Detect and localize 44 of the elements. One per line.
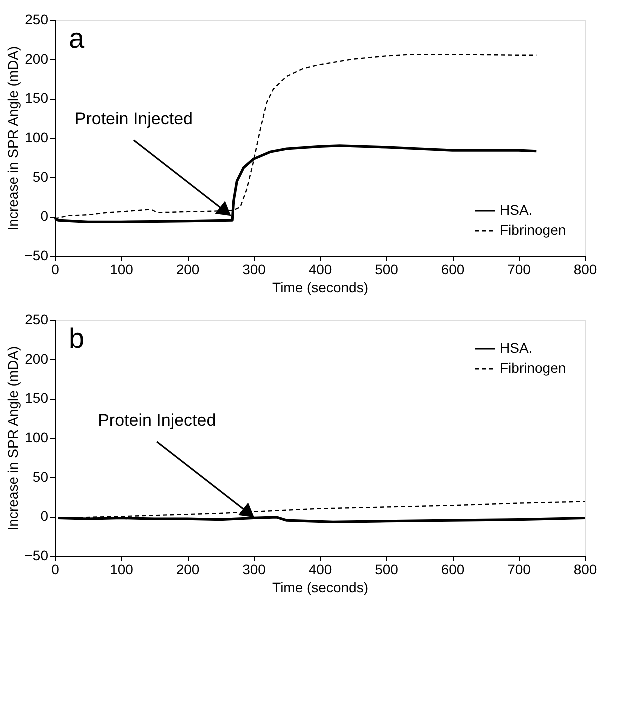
y-tick-label: 100 [25,430,49,446]
x-tick-label: 0 [52,262,60,278]
y-tick-label: 150 [25,390,49,406]
y-tick-label: 150 [25,90,49,106]
x-tick-label: 600 [441,262,465,278]
x-tick-label: 0 [52,562,60,578]
y-tick-label: 250 [25,12,49,28]
y-tick-label: 0 [40,208,49,224]
x-tick-label: 300 [242,562,266,578]
y-tick-label: −50 [24,248,49,264]
y-axis-title: Increase in SPR Angle (mDA) [4,46,21,231]
x-tick-label: 700 [508,262,532,278]
annotation: Protein Injected [98,410,216,430]
x-tick-label: 800 [574,262,598,278]
x-tick-label: 700 [508,562,532,578]
x-tick-label: 800 [574,562,598,578]
legend-label: HSA. [500,202,533,218]
y-tick-label: 250 [25,312,49,328]
annotation: Protein Injected [74,109,194,128]
y-tick-label: 50 [32,468,49,485]
x-tick-label: 300 [242,262,266,278]
annotation: b [69,323,85,354]
y-tick-label: 200 [25,50,49,67]
annotation: a [69,23,85,54]
legend-label: Fibrinogen [500,360,566,376]
x-axis-title: Time (seconds) [272,580,368,596]
x-tick-label: 500 [375,562,399,578]
legend-label: Fibrinogen [500,222,566,238]
x-tick-label: 600 [441,562,465,578]
x-tick-label: 400 [308,562,332,578]
y-tick-label: −50 [24,548,49,564]
x-tick-label: 100 [110,562,134,578]
y-axis-title: Increase in SPR Angle (mDA) [4,346,21,531]
legend-label: HSA. [500,340,533,356]
x-axis-title: Time (seconds) [272,280,368,296]
y-tick-label: 0 [40,508,49,524]
x-tick-label: 100 [110,262,134,278]
y-tick-label: 200 [25,350,49,367]
y-tick-label: 50 [32,168,49,185]
y-tick-label: 100 [25,130,49,146]
x-tick-label: 400 [308,262,332,278]
x-tick-label: 500 [375,262,399,278]
x-tick-label: 200 [176,262,200,278]
x-tick-label: 200 [176,562,200,578]
